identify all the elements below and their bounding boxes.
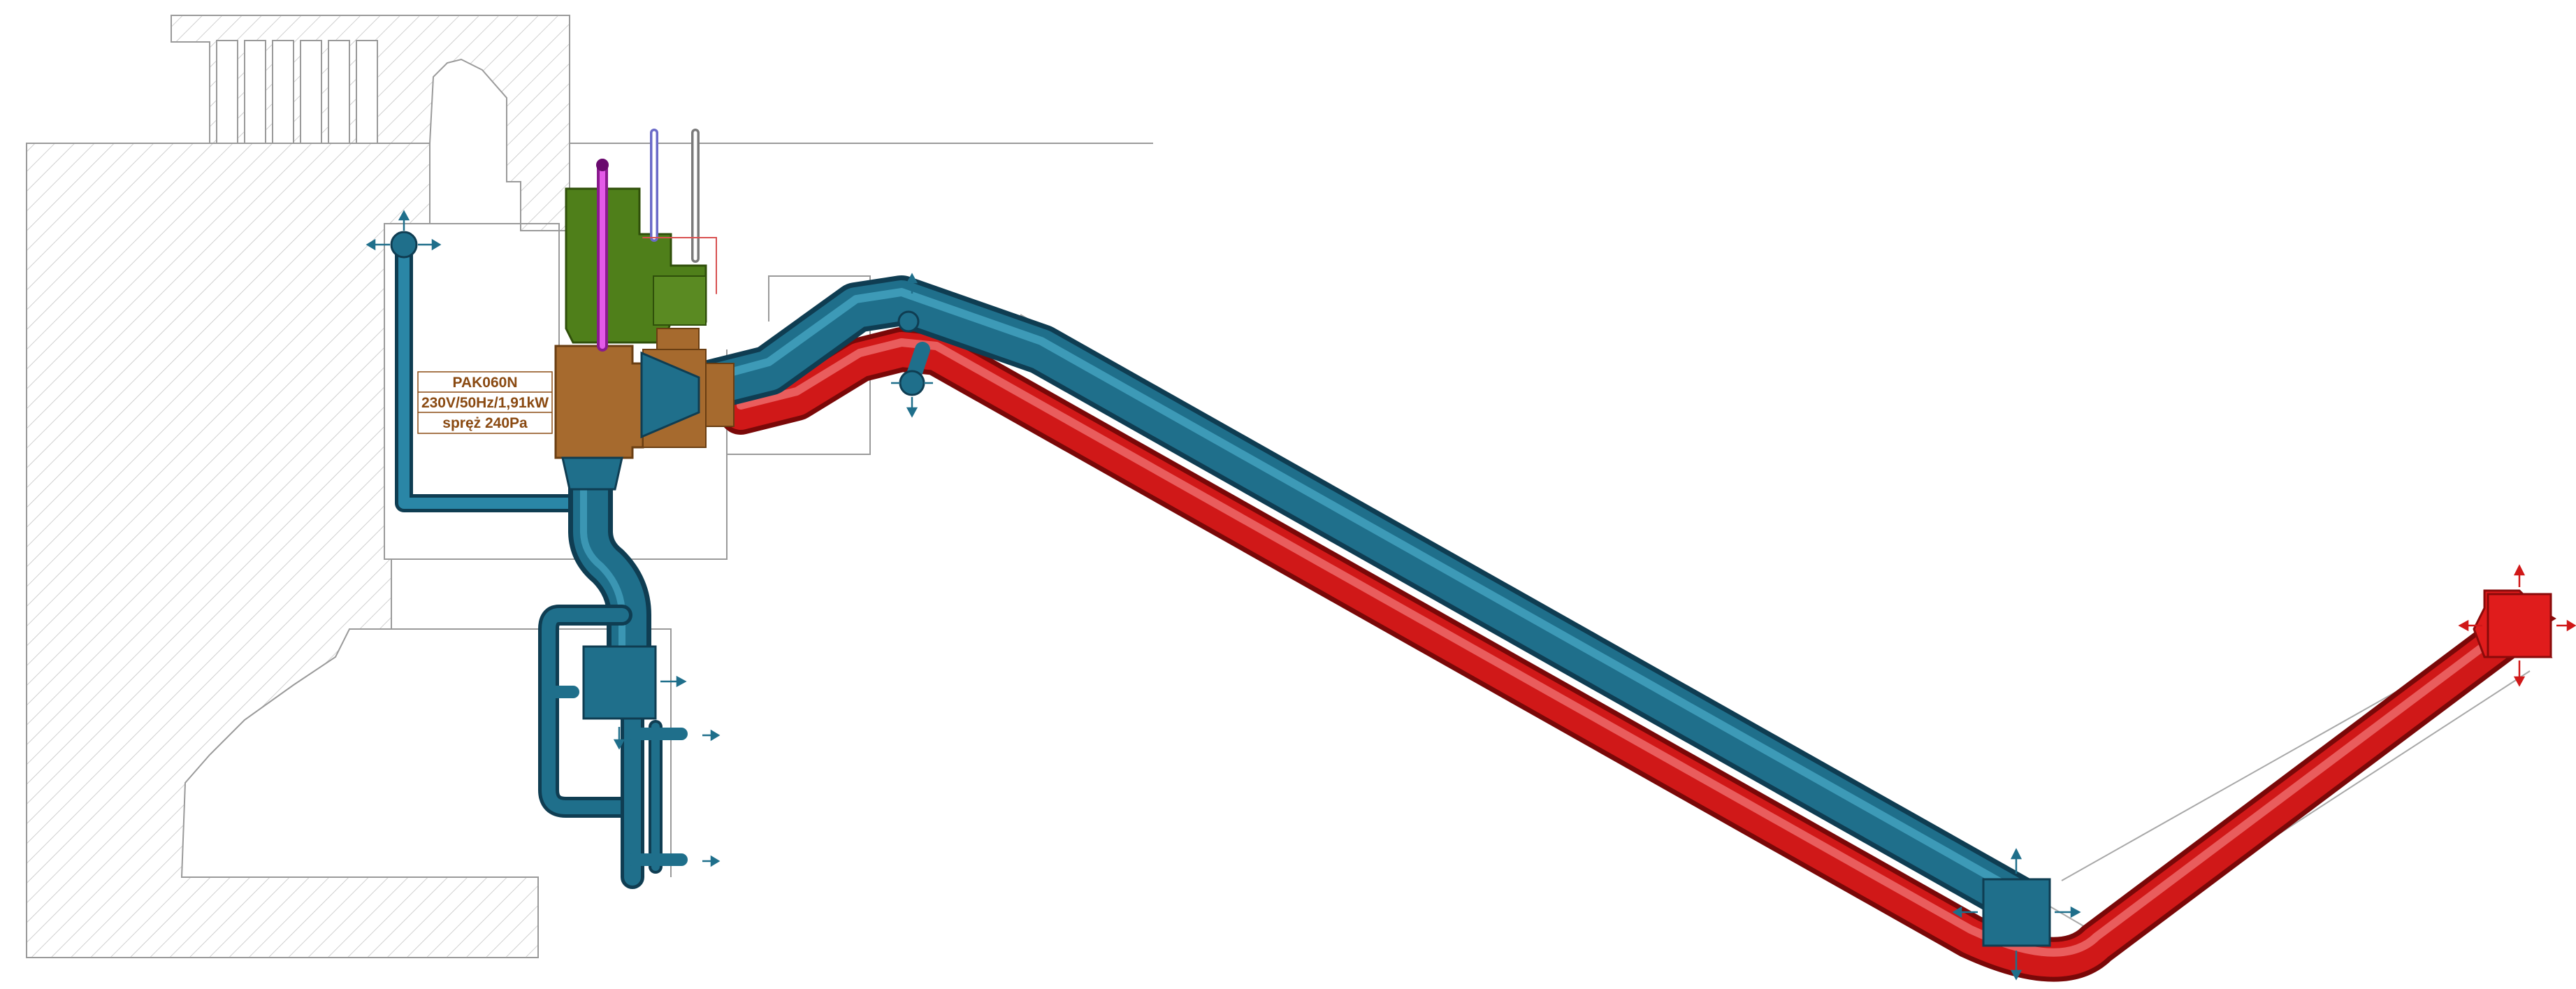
airflow-arrows-blue [366, 210, 2081, 981]
plenum-box-left [582, 645, 657, 720]
unit-power-label: 230V/50Hz/1,91kW [421, 395, 549, 411]
airflow-arrows-red [2458, 564, 2576, 687]
unit-body [554, 345, 644, 459]
unit-label-box: PAK060N 230V/50Hz/1,91kW spręż 240Pa [417, 371, 553, 434]
unit-model-label: PAK060N [453, 375, 518, 391]
building-walls [26, 15, 2531, 958]
left-wall-hatch [26, 143, 539, 958]
unit-outlet-cone [640, 351, 700, 439]
plenum-box-right [1982, 878, 2051, 947]
supply-duct [674, 275, 2045, 927]
left-supply-branch [390, 231, 688, 889]
exhaust-outlet [2473, 589, 2556, 658]
air-handling-unit [554, 187, 735, 491]
stair-steps [216, 40, 378, 144]
exhaust-duct [718, 327, 2538, 982]
refrigerant-pipes [596, 129, 717, 352]
unit-pressure-label: spręż 240Pa [442, 415, 528, 431]
